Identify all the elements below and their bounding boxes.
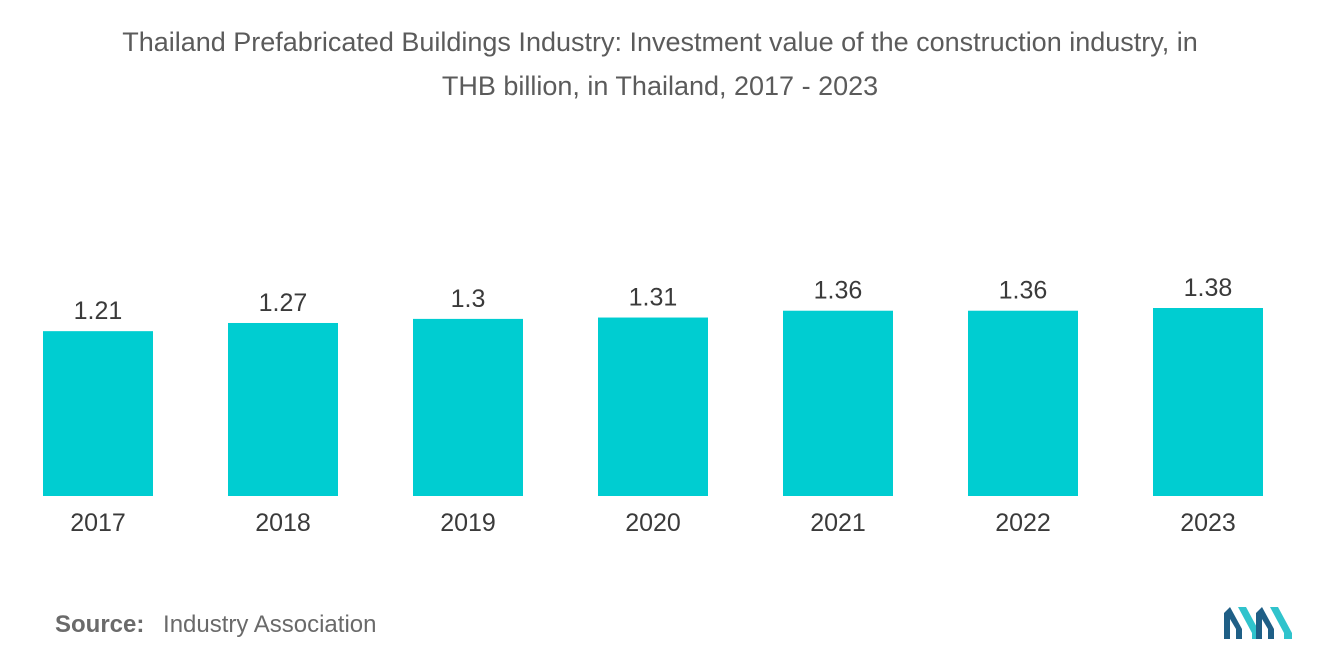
bar-2023 <box>1153 308 1263 496</box>
x-tick-label-2017: 2017 <box>70 509 126 537</box>
data-label-2021: 1.36 <box>814 277 863 305</box>
bar-2017 <box>43 331 153 496</box>
data-label-2019: 1.3 <box>451 285 486 313</box>
bar-2022 <box>968 310 1078 496</box>
chart-title-line-1: Thailand Prefabricated Buildings Industr… <box>122 27 1198 57</box>
x-tick-label-2018: 2018 <box>255 509 311 537</box>
data-label-2023: 1.38 <box>1184 274 1233 302</box>
x-tick-label-2020: 2020 <box>625 509 681 537</box>
x-tick-label-2022: 2022 <box>995 509 1051 537</box>
data-label-2020: 1.31 <box>629 284 678 312</box>
data-label-2018: 1.27 <box>259 289 308 317</box>
x-tick-label-2021: 2021 <box>810 509 866 537</box>
bar-2020 <box>598 317 708 496</box>
chart-title: Thailand Prefabricated Buildings Industr… <box>0 20 1320 108</box>
x-tick-label-2023: 2023 <box>1180 509 1236 537</box>
mordor-intelligence-logo-icon <box>1224 607 1292 639</box>
data-label-2022: 1.36 <box>999 277 1048 305</box>
bar-2021 <box>783 310 893 496</box>
source-label: Source: <box>55 611 145 638</box>
source-text: Industry Association <box>163 611 377 638</box>
data-label-2017: 1.21 <box>74 297 123 325</box>
chart-title-line-2: THB billion, in Thailand, 2017 - 2023 <box>441 71 879 101</box>
x-tick-label-2019: 2019 <box>440 509 496 537</box>
bar-2018 <box>228 322 338 496</box>
bar-chart: 1.21 2017 1.27 2018 1.3 2019 1.31 2020 1.36 2021 1… <box>43 274 1263 537</box>
source-note: Source: Industry Association <box>55 611 376 639</box>
bar-2019 <box>413 318 523 496</box>
